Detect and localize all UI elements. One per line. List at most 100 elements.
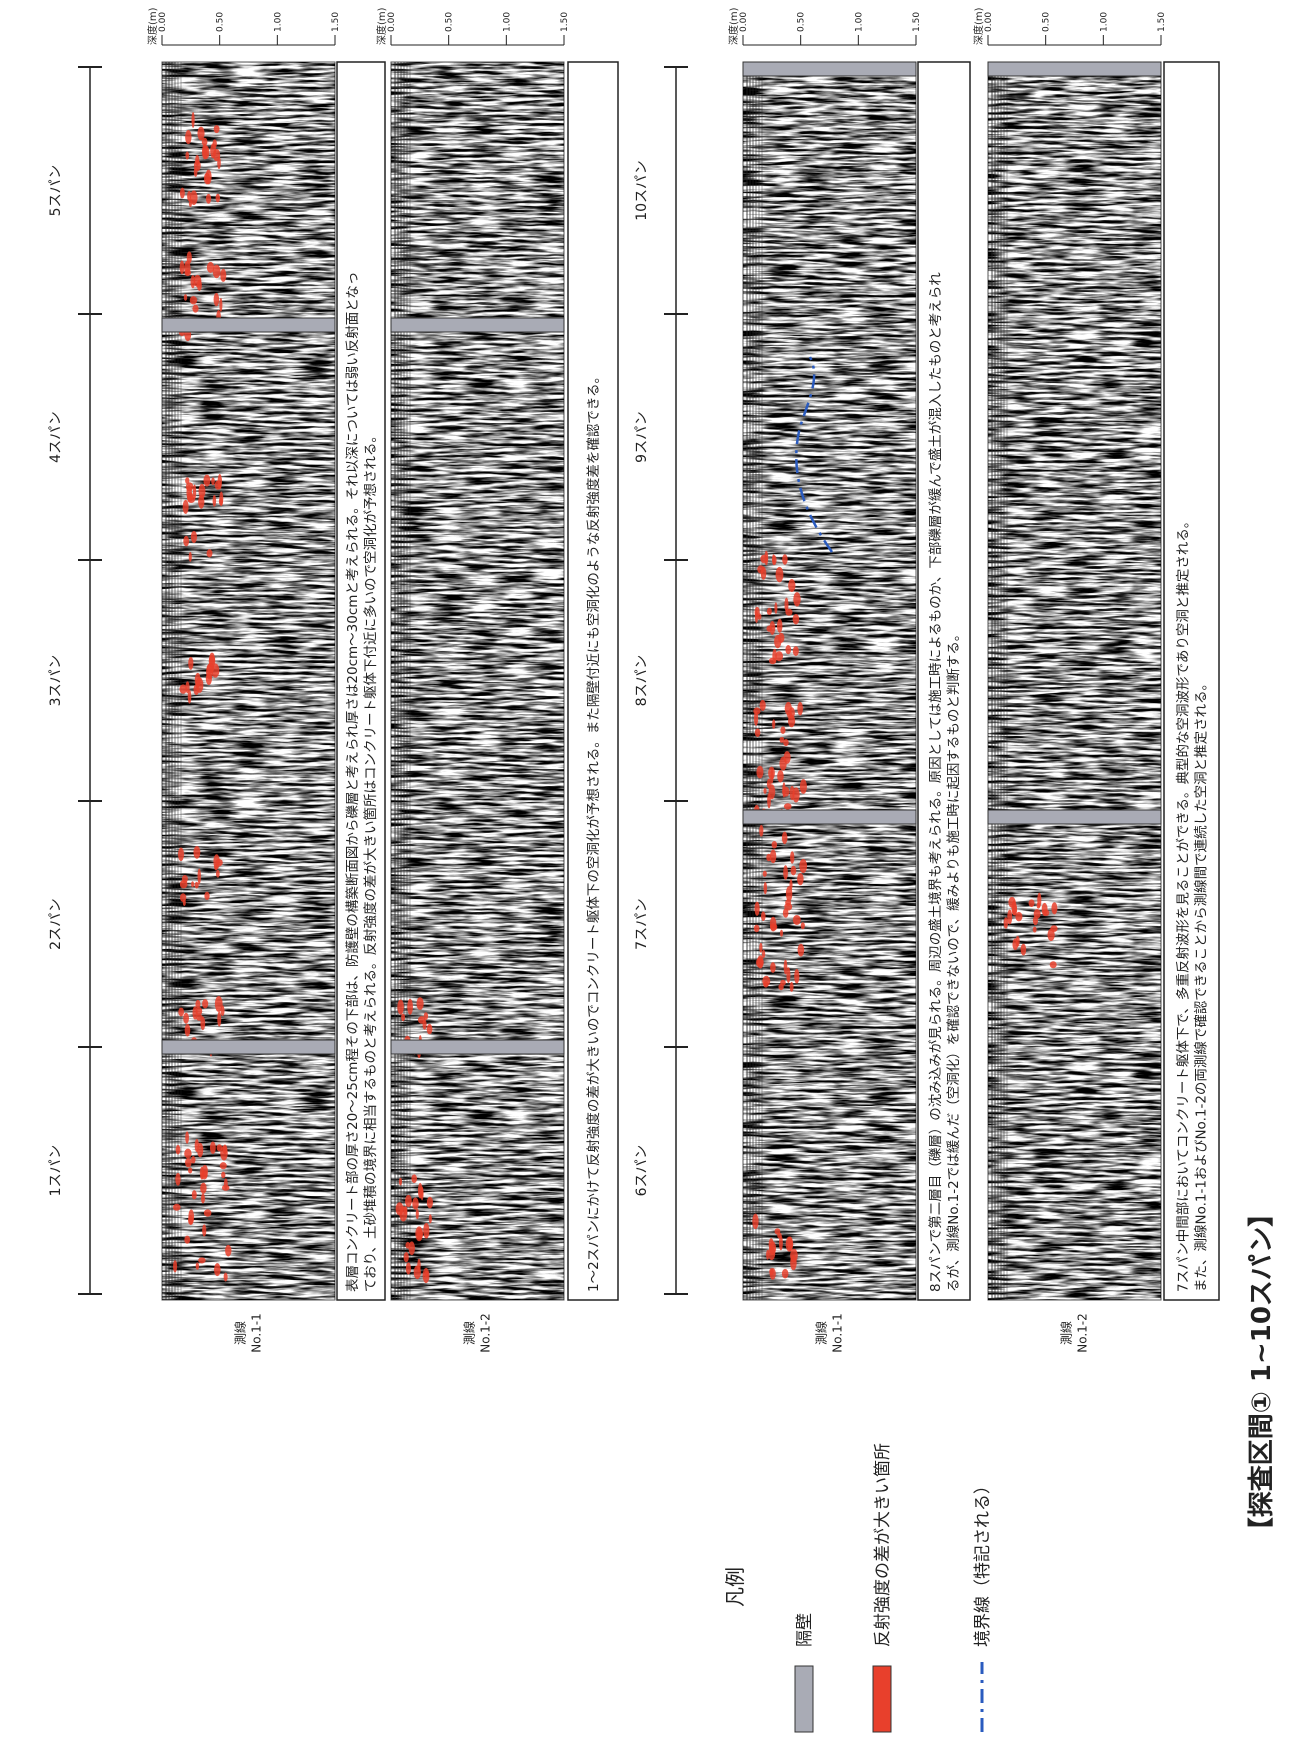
reflection-mark [793,592,800,606]
reflection-mark [214,293,220,306]
reflection-mark [770,1268,776,1280]
reflection-mark [756,957,764,967]
line-name: 測線 [814,1321,829,1345]
rotated-sheet: 【探査区間① 1~10スパン】 凡例 隔壁 反射強度の差が大きい箇所 境界線（特… [48,7,1277,1732]
reflection-mark [219,492,223,507]
reflection-mark [203,475,210,487]
reflection-mark [210,143,216,158]
reflection-mark [185,681,189,693]
note-text: るが、測線No.1-2では緩んだ（空洞化）を確認できないので、緩みよりも施工時に… [946,628,962,1292]
reflection-mark [195,1139,199,1152]
reflection-mark [173,1260,177,1272]
reflection-mark [175,1173,180,1186]
reflection-mark [193,846,200,859]
reflection-mark [417,1233,421,1240]
reflection-mark [782,787,789,797]
reflection-mark [220,269,226,282]
reflection-mark [407,999,413,1015]
reflection-mark [178,1007,184,1016]
note-text: 表層コンクリート部の厚さ20～25cm程その下部は、防護壁の構築断面図から礫層と… [345,272,361,1292]
reflection-mark [217,1011,221,1026]
depth-tick-label: 1.50 [912,12,922,32]
reflection-mark [210,1142,216,1154]
reflection-mark [220,1146,228,1161]
reflection-mark [792,787,799,802]
reflection-mark [188,1215,193,1225]
note-text: 8スパンで第二層目（礫層）の沈み込みが見られる。周辺の盛土境界も考えられる。原因… [927,272,944,1292]
reflection-mark [1050,961,1057,968]
partition [743,810,916,824]
reflection-mark [763,788,766,794]
reflection-mark [191,112,194,128]
reflection-mark [191,881,194,887]
reflection-mark [204,1209,212,1216]
reflection-mark [191,531,197,543]
reflection-mark [216,870,220,878]
reflection-mark [184,294,187,301]
reflection-mark [1048,929,1055,941]
depth-label: 深度(m) [972,7,985,45]
reflection-mark [427,1024,433,1034]
reflection-mark [755,607,760,618]
reflection-mark [1029,899,1035,907]
reflection-mark [759,825,763,837]
line-name: 測線 [233,1321,248,1345]
reflection-mark [423,1268,430,1283]
span-label: 3スパン [48,655,64,707]
reflection-mark [203,146,210,160]
depth-label: 深度(m) [727,7,740,45]
reflection-mark [780,726,785,734]
reflection-mark [775,1228,781,1234]
reflection-mark [798,944,805,957]
depth-tick-label: 1.00 [1099,12,1109,32]
reflection-mark [180,261,185,275]
reflection-mark [406,1262,411,1274]
reflection-mark [1037,902,1041,908]
depth-tick-label: 1.00 [854,12,864,32]
reflection-mark [197,280,202,291]
reflection-mark [220,1162,227,1169]
reflection-mark [401,1013,405,1021]
depth-tick-label: 1.50 [1157,12,1167,32]
reflection-mark [757,565,764,573]
reflection-mark [770,962,776,973]
reflection-mark [799,859,807,873]
reflection-mark [188,657,193,670]
line-name: 測線 [462,1321,477,1345]
reflection-mark [786,1237,794,1252]
reflection-mark [1008,897,1015,908]
reflection-mark [409,1241,415,1255]
reflection-mark [755,728,761,737]
reflection-mark [783,908,789,918]
reflection-mark [416,1209,419,1219]
reflection-mark [183,1013,189,1024]
reflection-mark [754,925,760,933]
legend-reflection-swatch [873,1666,891,1732]
reflection-mark [176,1145,181,1155]
page: {"header":{"title":"【探査区間① 1~10スパン】"}, "… [0,0,1296,1757]
reflection-mark [399,1206,407,1221]
reflection-mark [1033,916,1038,925]
legend-label: 隔壁 [795,1613,815,1647]
reflection-mark [423,1223,429,1239]
reflection-mark [797,873,804,885]
reflection-mark [782,1269,788,1279]
reflection-mark [759,943,762,953]
note-text: また、測線No.1-1およびNo.1-2の両測線で確認できることから測線間で連続… [1194,677,1210,1292]
reflection-mark [1007,910,1012,925]
reflection-mark [185,1158,192,1168]
reflection-mark [187,496,195,503]
reflection-mark [216,194,221,203]
note-text: 1～2スパンにかけて反射強度の差が大きいのでコンクリート躯体下の空洞化が予想され… [586,370,602,1292]
reflection-mark [405,1195,412,1207]
reflection-mark [190,190,197,205]
reflection-mark [411,1174,417,1183]
reflection-mark [224,1273,228,1282]
reflection-mark [793,915,801,925]
reflection-mark [191,1156,195,1164]
depth-tick-label: 1.50 [560,12,570,32]
reflection-mark [777,619,782,633]
reflection-mark [185,130,191,144]
reflection-mark [222,1185,230,1191]
reflection-mark [769,784,776,799]
